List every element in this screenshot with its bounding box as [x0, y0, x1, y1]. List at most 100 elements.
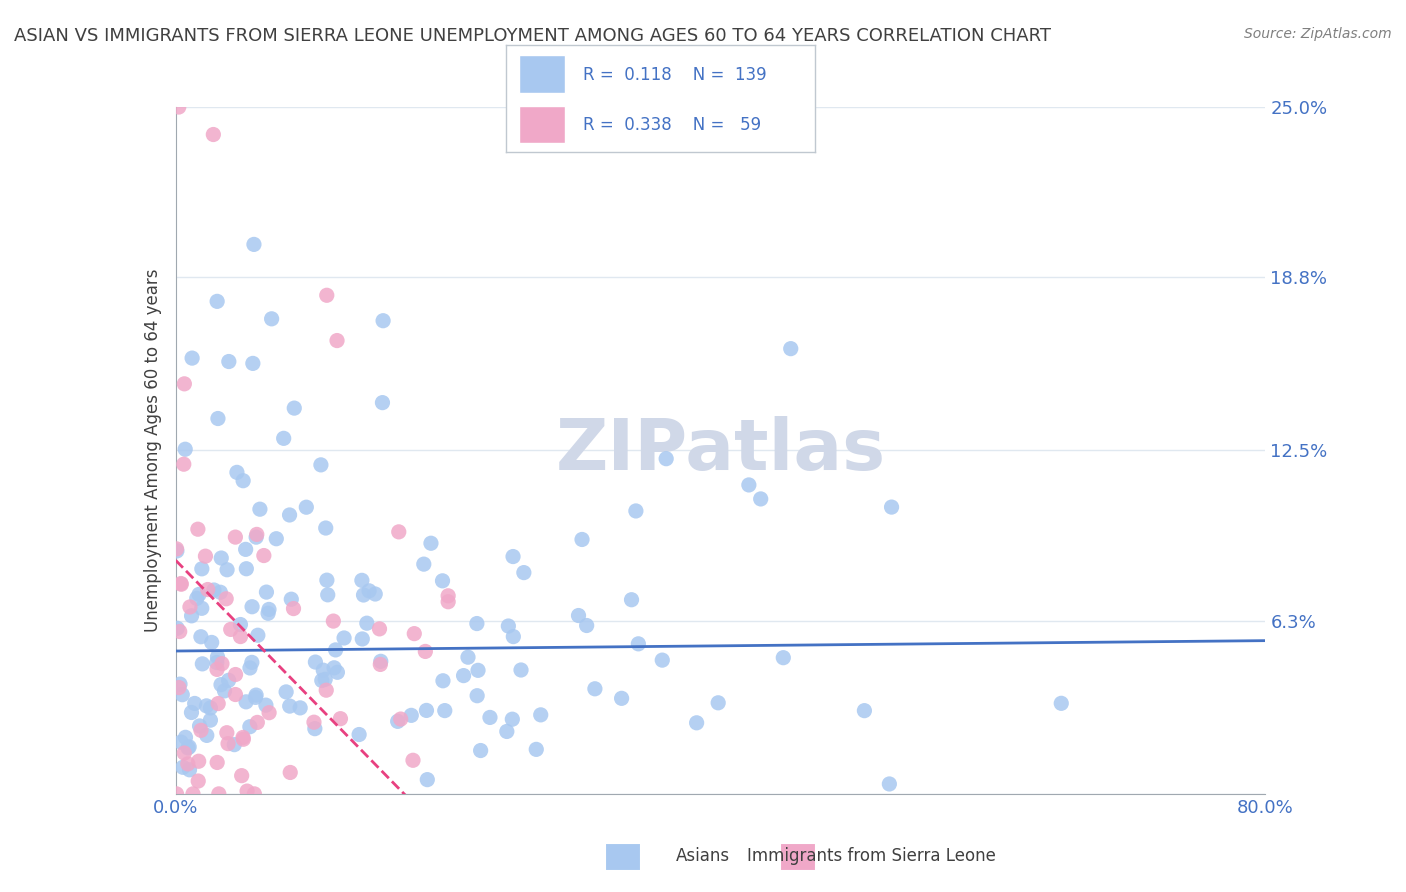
Immigrants from Sierra Leone: [368, 622, 391, 636]
Asians: [191, 562, 214, 576]
Asians: [371, 314, 394, 328]
Asians: [195, 728, 218, 742]
Immigrants from Sierra Leone: [187, 754, 209, 768]
Asians: [304, 722, 326, 736]
Immigrants from Sierra Leone: [217, 737, 239, 751]
Immigrants from Sierra Leone: [329, 712, 352, 726]
Asians: [510, 663, 533, 677]
Asians: [166, 544, 188, 558]
Asians: [772, 650, 794, 665]
Asians: [235, 562, 257, 576]
Asians: [166, 621, 188, 635]
Asians: [352, 632, 374, 646]
Immigrants from Sierra Leone: [437, 589, 460, 603]
Asians: [401, 708, 423, 723]
Asians: [314, 673, 336, 687]
Asians: [478, 710, 501, 724]
Asians: [465, 689, 488, 703]
Immigrants from Sierra Leone: [215, 725, 238, 739]
Asians: [312, 663, 335, 677]
Asians: [202, 582, 225, 597]
Asians: [323, 661, 346, 675]
Asians: [326, 665, 349, 680]
Asians: [174, 442, 197, 457]
Asians: [387, 714, 409, 729]
Immigrants from Sierra Leone: [225, 667, 247, 681]
Asians: [420, 536, 443, 550]
Immigrants from Sierra Leone: [167, 100, 190, 114]
Immigrants from Sierra Leone: [219, 623, 242, 637]
Asians: [273, 431, 295, 445]
Asians: [215, 563, 238, 577]
Asians: [254, 698, 277, 713]
Immigrants from Sierra Leone: [205, 662, 228, 676]
Asians: [465, 616, 488, 631]
Immigrants from Sierra Leone: [253, 549, 276, 563]
Asians: [779, 342, 801, 356]
Immigrants from Sierra Leone: [229, 630, 252, 644]
Asians: [180, 608, 202, 623]
Bar: [519, 105, 565, 143]
Asians: [524, 742, 547, 756]
Immigrants from Sierra Leone: [231, 769, 253, 783]
Asians: [205, 294, 228, 309]
Asians: [315, 573, 337, 587]
Asians: [200, 713, 222, 727]
Immigrants from Sierra Leone: [169, 624, 191, 639]
Asians: [1050, 696, 1073, 710]
Asians: [498, 619, 520, 633]
Immigrants from Sierra Leone: [232, 731, 254, 745]
Asians: [350, 574, 373, 588]
Asians: [242, 356, 264, 370]
Asians: [179, 739, 201, 754]
Asians: [235, 695, 257, 709]
Immigrants from Sierra Leone: [389, 712, 412, 726]
Asians: [309, 458, 332, 472]
Immigrants from Sierra Leone: [315, 683, 337, 698]
Asians: [188, 587, 211, 601]
Asians: [214, 684, 236, 698]
Asians: [283, 401, 305, 416]
Immigrants from Sierra Leone: [415, 644, 437, 658]
Immigrants from Sierra Leone: [243, 787, 266, 801]
Immigrants from Sierra Leone: [278, 765, 301, 780]
Text: Source: ZipAtlas.com: Source: ZipAtlas.com: [1244, 27, 1392, 41]
Asians: [295, 500, 318, 515]
Asians: [257, 607, 280, 621]
Immigrants from Sierra Leone: [211, 657, 233, 671]
Asians: [371, 395, 394, 409]
Asians: [179, 763, 201, 777]
Asians: [685, 715, 707, 730]
Asians: [315, 521, 337, 535]
Asians: [325, 643, 347, 657]
Asians: [364, 587, 387, 601]
Asians: [502, 549, 524, 564]
Asians: [209, 678, 232, 692]
Asians: [186, 591, 208, 606]
Asians: [191, 601, 214, 615]
Immigrants from Sierra Leone: [404, 626, 426, 640]
Asians: [229, 617, 252, 632]
Immigrants from Sierra Leone: [437, 595, 460, 609]
Asians: [257, 602, 280, 616]
Asians: [218, 354, 240, 368]
Asians: [201, 635, 224, 649]
Immigrants from Sierra Leone: [322, 614, 344, 628]
Immigrants from Sierra Leone: [179, 599, 201, 614]
Asians: [239, 661, 262, 675]
Asians: [501, 712, 523, 726]
Asians: [333, 631, 356, 645]
Asians: [567, 608, 589, 623]
Immigrants from Sierra Leone: [181, 787, 204, 801]
Asians: [240, 599, 263, 614]
Asians: [415, 703, 437, 717]
Immigrants from Sierra Leone: [197, 582, 219, 597]
Text: Asians: Asians: [676, 847, 730, 865]
Immigrants from Sierra Leone: [224, 530, 246, 544]
Text: ZIPatlas: ZIPatlas: [555, 416, 886, 485]
Immigrants from Sierra Leone: [173, 457, 195, 471]
Asians: [707, 696, 730, 710]
Asians: [583, 681, 606, 696]
Asians: [172, 760, 194, 774]
Asians: [571, 533, 593, 547]
